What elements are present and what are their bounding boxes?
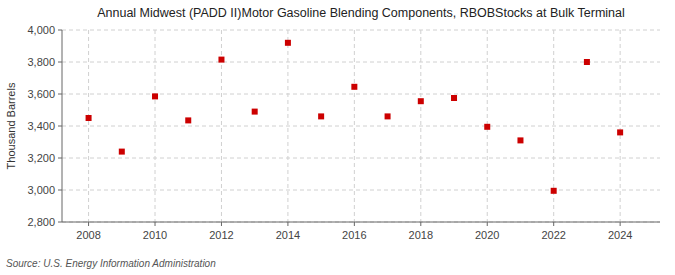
- source-note: Source: U.S. Energy Information Administ…: [6, 258, 216, 269]
- point: [318, 113, 324, 119]
- y-tick-label: 3,800: [27, 56, 55, 68]
- point: [119, 149, 125, 155]
- point: [285, 40, 291, 46]
- title: Annual Midwest (PADD II)Motor Gasoline B…: [97, 6, 625, 20]
- x-tick: [155, 222, 156, 226]
- x-tick-label: 2022: [541, 229, 565, 241]
- point: [351, 84, 357, 90]
- x-tick-label: 2014: [276, 229, 300, 241]
- x-tick: [287, 222, 288, 226]
- y-tick: [58, 158, 62, 159]
- x-tick-label: 2024: [608, 229, 632, 241]
- point: [86, 115, 92, 121]
- y-tick: [58, 30, 62, 31]
- x-tick-label: 2018: [409, 229, 433, 241]
- point: [385, 113, 391, 119]
- axes: 2,800 3,000 3,200 3,400 3,600 3,800 4,000 2008 2…: [27, 24, 660, 241]
- x-tick: [354, 222, 355, 226]
- point: [484, 124, 490, 130]
- x-tick-label: 2008: [76, 229, 100, 241]
- y-tick: [58, 62, 62, 63]
- y-tick-label: 2,800: [27, 216, 55, 228]
- x-tick-label: 2010: [143, 229, 167, 241]
- point: [551, 188, 557, 194]
- point: [517, 137, 523, 143]
- point: [418, 98, 424, 104]
- grid-line: [88, 30, 89, 222]
- x-tick: [620, 222, 621, 226]
- grid-line: [62, 190, 660, 191]
- y-tick: [58, 126, 62, 127]
- y-tick-label: 4,000: [27, 24, 55, 36]
- grid-line: [420, 30, 421, 222]
- y-tick-label: 3,200: [27, 152, 55, 164]
- chart-container: 2,800 3,000 3,200 3,400 3,600 3,800 4,000 2008 2…: [0, 0, 675, 275]
- point: [185, 117, 191, 123]
- point: [584, 59, 590, 65]
- grid: [62, 30, 660, 222]
- y-tick: [58, 94, 62, 95]
- grid-line: [155, 30, 156, 222]
- y-tick: [58, 222, 62, 223]
- x-axis-line: [62, 222, 660, 223]
- x-tick-label: 2020: [475, 229, 499, 241]
- grid-line: [62, 126, 660, 127]
- point: [152, 93, 158, 99]
- y-axis-label: Thousand Barrels: [5, 82, 17, 169]
- grid-line: [62, 62, 660, 63]
- y-tick-label: 3,400: [27, 120, 55, 132]
- x-tick-label: 2012: [209, 229, 233, 241]
- point: [252, 109, 258, 115]
- x-tick: [553, 222, 554, 226]
- y-tick: [58, 190, 62, 191]
- grid-line: [620, 30, 621, 222]
- grid-line: [62, 158, 660, 159]
- grid-line: [62, 94, 660, 95]
- grid-line: [287, 30, 288, 222]
- x-tick: [88, 222, 89, 226]
- point: [451, 95, 457, 101]
- x-tick: [487, 222, 488, 226]
- x-tick-label: 2016: [342, 229, 366, 241]
- grid-line: [354, 30, 355, 222]
- background: [0, 0, 675, 275]
- grid-line: [62, 30, 660, 31]
- point: [218, 57, 224, 63]
- chart: 2,800 3,000 3,200 3,400 3,600 3,800 4,000 2008 2…: [0, 0, 675, 275]
- y-tick-label: 3,000: [27, 184, 55, 196]
- x-tick: [221, 222, 222, 226]
- point: [617, 129, 623, 135]
- x-tick: [420, 222, 421, 226]
- y-tick-label: 3,600: [27, 88, 55, 100]
- grid-line: [62, 222, 660, 223]
- data-points: [86, 40, 624, 194]
